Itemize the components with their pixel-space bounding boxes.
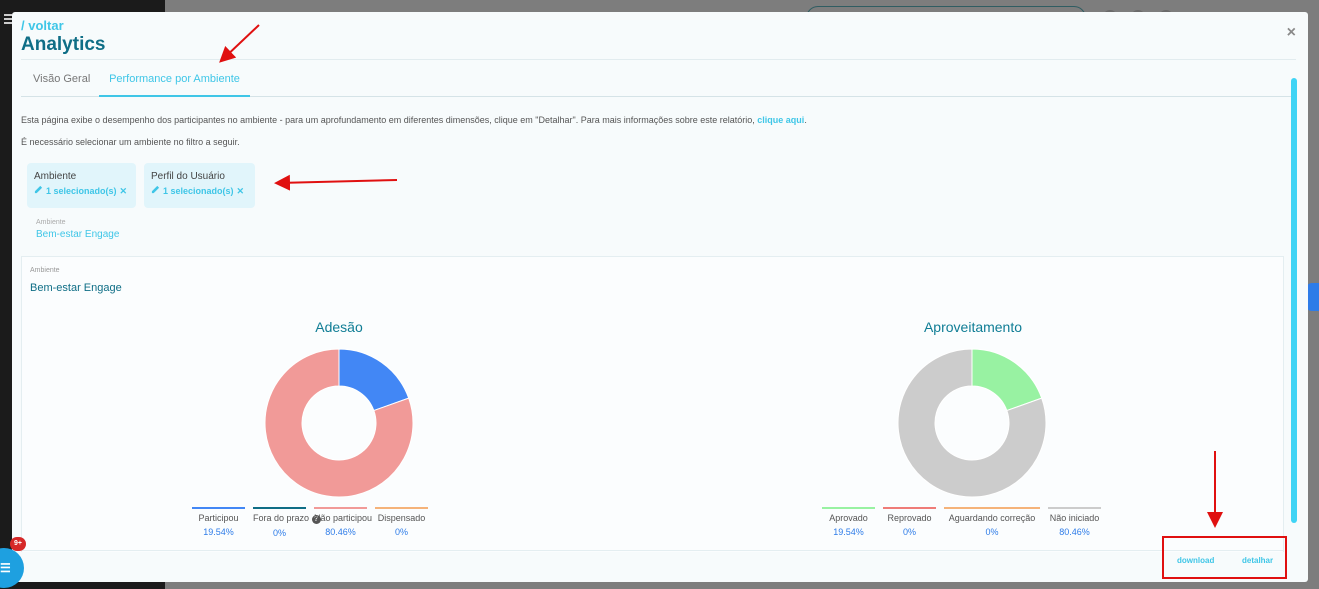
scrollbar[interactable] — [1291, 78, 1297, 523]
pencil-icon[interactable] — [151, 185, 160, 194]
tab-performance-por-ambiente[interactable]: Performance por Ambiente — [99, 73, 250, 97]
legend-label: Participou — [198, 513, 239, 523]
x-icon[interactable]: ✕ — [119, 186, 128, 196]
panel-label: Ambiente — [30, 267, 60, 274]
filter-ambiente[interactable]: Ambiente 1 selecionado(s) ✕ — [27, 163, 136, 208]
legend-label: Reprovado — [887, 513, 932, 523]
legend-value: 80.46% — [1059, 527, 1090, 537]
page-title: Analytics — [21, 34, 106, 55]
side-widget[interactable] — [1306, 283, 1319, 311]
legend-aproveitamento: Aprovado 19.54% Reprovado 0% Aguardando corr… — [822, 507, 1101, 537]
chat-icon[interactable]: ☰ — [0, 561, 11, 575]
legend-swatch — [883, 507, 936, 509]
menu-icon — [4, 14, 12, 28]
header-divider — [21, 59, 1296, 60]
legend-item[interactable]: Não participou 80.46% — [314, 507, 373, 538]
legend-item[interactable]: Reprovado 0% — [883, 507, 936, 537]
requirement-text: É necessário selecionar um ambiente no f… — [21, 137, 240, 147]
legend-swatch — [822, 507, 875, 509]
legend-item[interactable]: Não iniciado 80.46% — [1048, 507, 1101, 537]
legend-value: 0% — [272, 528, 286, 538]
legend-item[interactable]: Fora do prazo ? 0% — [253, 507, 321, 538]
panel-title: Bem-estar Engage — [30, 282, 122, 294]
legend-value: 80.46% — [325, 527, 356, 537]
pencil-icon[interactable] — [34, 185, 43, 194]
description-text: Esta página exibe o desempenho dos parti… — [21, 115, 807, 125]
legend-adesao: Participou 19.54% Fora do prazo ? 0% Não par… — [192, 507, 428, 538]
legend-value: 0% — [394, 527, 408, 537]
legend-swatch — [253, 507, 306, 509]
legend-swatch — [192, 507, 245, 509]
download-button[interactable]: download — [1177, 556, 1215, 565]
x-icon[interactable]: ✕ — [236, 186, 245, 196]
legend-label: Aguardando correção — [948, 513, 1036, 523]
legend-label: Não iniciado — [1049, 513, 1100, 523]
legend-swatch — [944, 507, 1040, 509]
back-link[interactable]: / voltar — [21, 18, 64, 33]
legend-swatch — [314, 507, 367, 509]
chart-title-aproveitamento: Aproveitamento — [923, 319, 1023, 335]
legend-value: 0% — [985, 527, 999, 537]
legend-value: 0% — [902, 527, 916, 537]
legend-value: 19.54% — [833, 527, 864, 537]
legend-item[interactable]: Aprovado 19.54% — [822, 507, 875, 537]
legend-label: Fora do prazo ? — [253, 513, 321, 524]
tab-visao-geral[interactable]: Visão Geral — [33, 73, 91, 85]
filter-perfil-usuario[interactable]: Perfil do Usuário 1 selecionado(s) ✕ — [144, 163, 255, 208]
legend-label: Dispensado — [377, 513, 426, 523]
legend-item[interactable]: Aguardando correção 0% — [944, 507, 1040, 537]
donut-chart-aproveitamento — [897, 348, 1047, 498]
analytics-modal: × / voltar Analytics Visão Geral Perform… — [12, 12, 1308, 582]
legend-swatch — [375, 507, 428, 509]
close-button[interactable]: × — [1286, 24, 1296, 41]
slice-n-o-participou[interactable] — [264, 348, 414, 498]
legend-value: 19.54% — [203, 527, 234, 537]
legend-item[interactable]: Dispensado 0% — [375, 507, 428, 538]
notification-badge: 9+ — [10, 537, 26, 551]
legend-label: Aprovado — [829, 513, 868, 523]
help-link[interactable]: clique aqui — [757, 115, 805, 125]
question-circle-icon[interactable]: ? — [311, 515, 321, 524]
detalhar-button[interactable]: detalhar — [1242, 556, 1274, 565]
report-panel: Ambiente Bem-estar Engage Adesão Partici… — [21, 256, 1284, 552]
selected-label: Ambiente — [36, 219, 66, 226]
chart-title-adesao: Adesão — [315, 319, 363, 335]
selected-value: Bem-estar Engage — [36, 229, 120, 240]
legend-item[interactable]: Participou 19.54% — [192, 507, 245, 538]
tab-bar: Visão Geral Performance por Ambiente — [21, 72, 1296, 97]
legend-label: Não participou — [314, 513, 373, 523]
donut-chart-adesao — [264, 348, 414, 498]
footer-divider — [21, 550, 1284, 551]
slice-n-o-iniciado[interactable] — [897, 348, 1047, 498]
legend-swatch — [1048, 507, 1101, 509]
